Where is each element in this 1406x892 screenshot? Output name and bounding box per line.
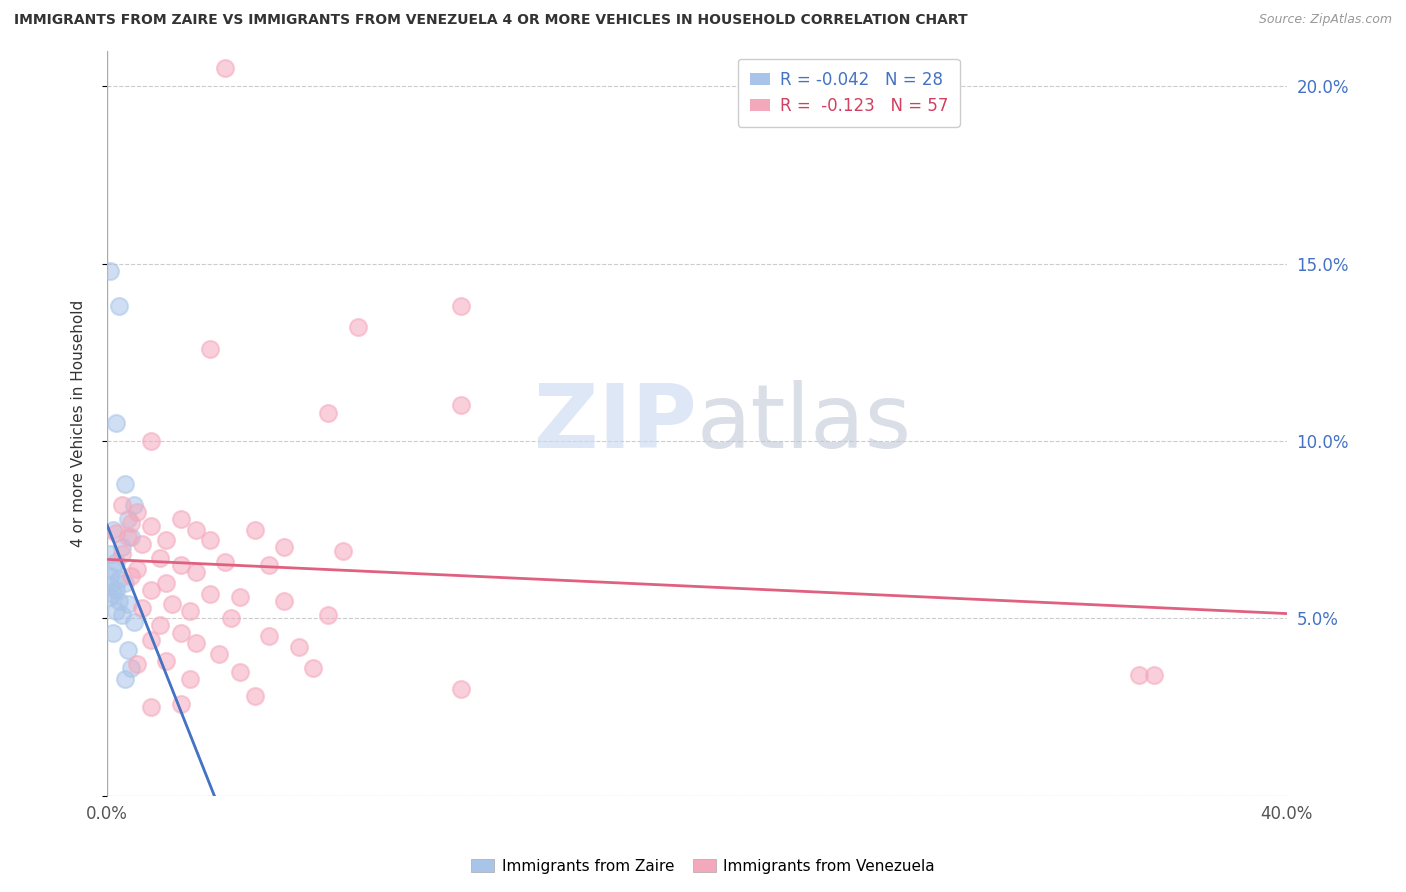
Point	[98, 579, 121, 593]
Point	[120, 568, 142, 582]
Point	[141, 700, 163, 714]
Point	[273, 541, 295, 555]
Point	[170, 558, 193, 573]
Point	[141, 434, 163, 448]
Point	[104, 526, 127, 541]
Point	[450, 399, 472, 413]
Point	[104, 582, 127, 597]
Point	[332, 544, 354, 558]
Point	[160, 597, 183, 611]
Point	[149, 551, 172, 566]
Point	[101, 562, 124, 576]
Text: Source: ZipAtlas.com: Source: ZipAtlas.com	[1258, 13, 1392, 27]
Point	[122, 615, 145, 629]
Point	[114, 575, 136, 590]
Point	[120, 530, 142, 544]
Point	[125, 657, 148, 672]
Point	[208, 647, 231, 661]
Point	[184, 523, 207, 537]
Legend: Immigrants from Zaire, Immigrants from Venezuela: Immigrants from Zaire, Immigrants from V…	[465, 853, 941, 880]
Point	[155, 575, 177, 590]
Point	[98, 590, 121, 604]
Point	[170, 697, 193, 711]
Point	[104, 416, 127, 430]
Point	[117, 643, 139, 657]
Point	[259, 558, 281, 573]
Point	[111, 498, 134, 512]
Point	[125, 505, 148, 519]
Point	[200, 533, 222, 548]
Point	[200, 342, 222, 356]
Point	[287, 640, 309, 654]
Point	[122, 498, 145, 512]
Point	[243, 523, 266, 537]
Point	[149, 618, 172, 632]
Point	[98, 263, 121, 277]
Text: IMMIGRANTS FROM ZAIRE VS IMMIGRANTS FROM VENEZUELA 4 OR MORE VEHICLES IN HOUSEHO: IMMIGRANTS FROM ZAIRE VS IMMIGRANTS FROM…	[14, 13, 967, 28]
Point	[108, 299, 131, 313]
Point	[141, 582, 163, 597]
Point	[131, 600, 153, 615]
Point	[259, 629, 281, 643]
Point	[104, 555, 127, 569]
Point	[141, 519, 163, 533]
Point	[179, 672, 201, 686]
Point	[111, 541, 134, 555]
Point	[104, 604, 127, 618]
Point	[243, 690, 266, 704]
Point	[179, 604, 201, 618]
Point	[229, 665, 252, 679]
Text: ZIP: ZIP	[534, 380, 697, 467]
Point	[184, 566, 207, 580]
Legend: R = -0.042   N = 28, R =  -0.123   N = 57: R = -0.042 N = 28, R = -0.123 N = 57	[738, 59, 960, 127]
Point	[101, 625, 124, 640]
Point	[450, 299, 472, 313]
Point	[117, 512, 139, 526]
Point	[125, 562, 148, 576]
Point	[98, 568, 121, 582]
Point	[117, 597, 139, 611]
Point	[108, 593, 131, 607]
Point	[200, 586, 222, 600]
Point	[316, 607, 339, 622]
Y-axis label: 4 or more Vehicles in Household: 4 or more Vehicles in Household	[72, 300, 86, 547]
Point	[1128, 668, 1150, 682]
Point	[155, 654, 177, 668]
Point	[141, 632, 163, 647]
Point	[120, 661, 142, 675]
Point	[229, 590, 252, 604]
Point	[101, 523, 124, 537]
Point	[111, 607, 134, 622]
Point	[302, 661, 325, 675]
Point	[184, 636, 207, 650]
Point	[101, 586, 124, 600]
Point	[120, 516, 142, 530]
Point	[108, 572, 131, 586]
Text: atlas: atlas	[697, 380, 912, 467]
Point	[170, 625, 193, 640]
Point	[114, 672, 136, 686]
Point	[273, 593, 295, 607]
Point	[98, 548, 121, 562]
Point	[214, 62, 236, 76]
Point	[170, 512, 193, 526]
Point	[1143, 668, 1166, 682]
Point	[131, 537, 153, 551]
Point	[111, 548, 134, 562]
Point	[155, 533, 177, 548]
Point	[346, 320, 368, 334]
Point	[117, 530, 139, 544]
Point	[450, 682, 472, 697]
Point	[214, 555, 236, 569]
Point	[114, 476, 136, 491]
Point	[219, 611, 242, 625]
Point	[316, 406, 339, 420]
